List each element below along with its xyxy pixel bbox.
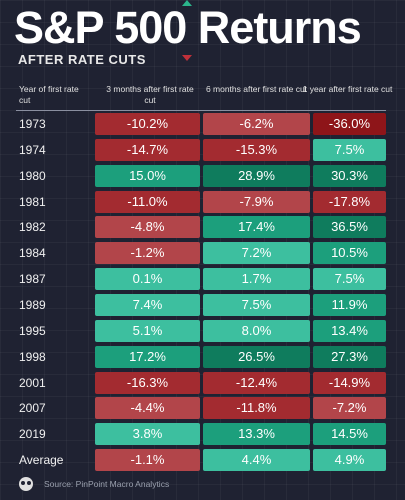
- row-label: 1987: [19, 272, 46, 287]
- table-cell: -10.2%: [95, 113, 200, 135]
- table-cell: 15.0%: [95, 164, 200, 187]
- table-cell: -16.3%: [95, 371, 200, 394]
- table-cell: -11.0%: [95, 190, 200, 213]
- row-label: 1995: [19, 323, 46, 338]
- table-cell: 10.5%: [313, 242, 386, 265]
- table-cell: -1.1%: [95, 449, 200, 472]
- row-label: Average: [19, 453, 64, 468]
- table-cell: 27.3%: [313, 345, 386, 368]
- table-cell: 26.5%: [203, 345, 310, 368]
- table-cell: 4.4%: [203, 449, 310, 472]
- source-icon: [19, 477, 33, 491]
- table-cell: 7.2%: [203, 242, 310, 265]
- row-label: 1998: [19, 349, 46, 364]
- table-cell: -14.7%: [95, 138, 200, 161]
- table-cell: 5.1%: [95, 319, 200, 342]
- column-header: 6 months after first rate cut: [205, 84, 308, 94]
- table-cell: 7.5%: [203, 293, 310, 316]
- table-cell: 8.0%: [203, 319, 310, 342]
- table-cell: 0.1%: [95, 268, 200, 291]
- row-label: 2001: [19, 375, 46, 390]
- row-label: 1989: [19, 297, 46, 312]
- row-label: 2007: [19, 401, 46, 416]
- table-cell: -7.2%: [313, 397, 386, 420]
- up-arrow: [182, 0, 192, 6]
- row-label: 1973: [19, 117, 46, 131]
- table-cell: -11.8%: [203, 397, 310, 420]
- table-cell: -1.2%: [95, 242, 200, 265]
- column-header: 3 months after first rate cut: [106, 84, 194, 105]
- table-cell: 13.3%: [203, 423, 310, 446]
- table-cell: 14.5%: [313, 423, 386, 446]
- row-label: 1982: [19, 220, 46, 235]
- row-label: 1981: [19, 194, 46, 209]
- table-cell: -12.4%: [203, 371, 310, 394]
- subtitle: AFTER RATE CUTS: [18, 52, 146, 67]
- row-label: 1984: [19, 246, 46, 261]
- row-label: 2019: [19, 427, 46, 442]
- row-label: 1974: [19, 142, 46, 157]
- table-cell: -15.3%: [203, 138, 310, 161]
- table-cell: 11.9%: [313, 293, 386, 316]
- table-cell: -17.8%: [313, 190, 386, 213]
- down-arrow: [182, 55, 192, 61]
- table-cell: 7.5%: [313, 138, 386, 161]
- header-rule: [16, 110, 386, 111]
- table-cell: 28.9%: [203, 164, 310, 187]
- column-header: Year of first rate cut: [19, 84, 79, 105]
- source: Source: PinPoint Macro Analytics: [44, 479, 170, 489]
- table-cell: 13.4%: [313, 319, 386, 342]
- title: S&P 500 Returns: [14, 2, 362, 53]
- table-cell: 30.3%: [313, 164, 386, 187]
- table-cell: 7.5%: [313, 268, 386, 291]
- row-label: 1980: [19, 168, 46, 183]
- table-cell: 3.8%: [95, 423, 200, 446]
- table-cell: 1.7%: [203, 268, 310, 291]
- table-cell: -4.8%: [95, 216, 200, 239]
- table-cell: 4.9%: [313, 449, 386, 472]
- table-cell: 17.2%: [95, 345, 200, 368]
- table-cell: -36.0%: [313, 113, 386, 135]
- column-header: 1 year after first rate cut: [302, 84, 393, 94]
- table-cell: 17.4%: [203, 216, 310, 239]
- table-cell: 7.4%: [95, 293, 200, 316]
- table-cell: -7.9%: [203, 190, 310, 213]
- table-cell: -14.9%: [313, 371, 386, 394]
- table-cell: -6.2%: [203, 113, 310, 135]
- table-cell: -4.4%: [95, 397, 200, 420]
- table-cell: 36.5%: [313, 216, 386, 239]
